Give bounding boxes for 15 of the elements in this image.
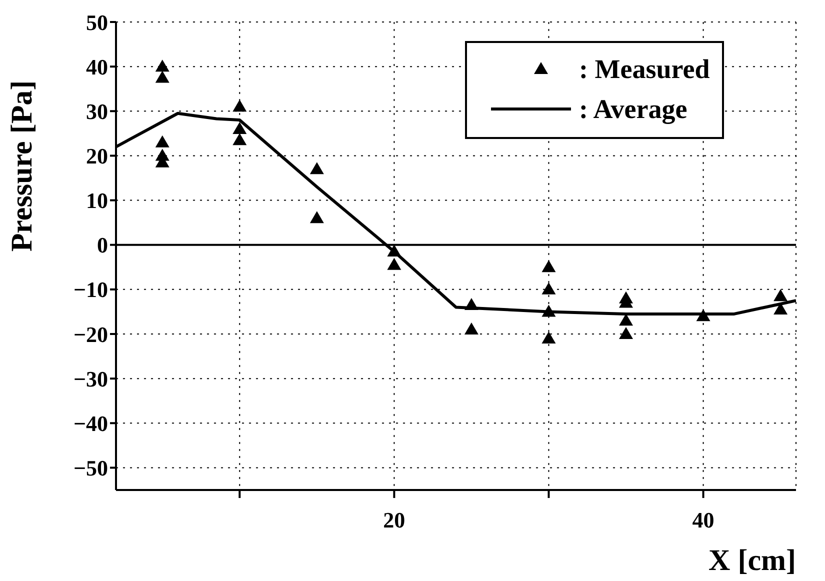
legend-label: : Measured [579, 53, 710, 86]
y-tick-label: 50 [86, 10, 108, 35]
y-tick-label: −30 [73, 366, 108, 392]
y-tick-label: 10 [86, 188, 108, 214]
legend-label: : Average [579, 93, 688, 126]
y-tick-label: 20 [86, 144, 108, 169]
y-tick-label: 30 [86, 98, 108, 124]
y-tick-label: 40 [86, 54, 108, 80]
y-tick-label: −50 [73, 456, 108, 481]
y-tick-label: −40 [73, 410, 108, 436]
y-tick-label: −20 [73, 322, 108, 347]
x-axis-title: X [cm] [708, 544, 796, 577]
y-tick-label: −10 [73, 277, 108, 302]
y-axis-title: Pressure [Pa] [6, 80, 39, 252]
y-tick-label: 0 [97, 232, 108, 258]
